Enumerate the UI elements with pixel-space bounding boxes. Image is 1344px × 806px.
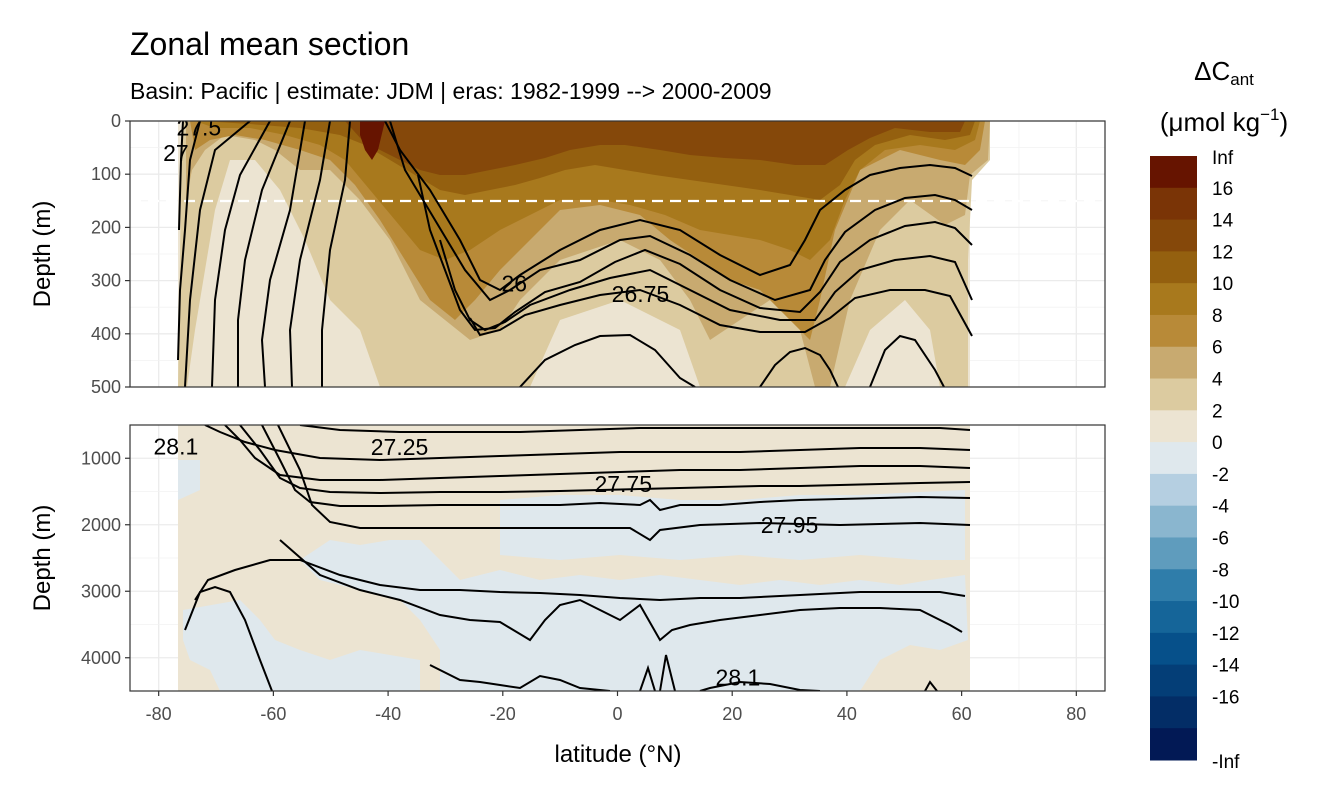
legend-color-step — [1150, 346, 1197, 380]
chart-subtitle: Basin: Pacific | estimate: JDM | eras: 1… — [130, 78, 772, 104]
legend-color-step — [1150, 632, 1197, 666]
contour-label: 28.1 — [153, 433, 198, 459]
lower-panel-field: 28.1 27.25 27.75 27.95 28.1 — [153, 425, 971, 691]
legend-label: 14 — [1212, 211, 1234, 232]
legend-label: 16 — [1212, 179, 1233, 200]
legend-label: 10 — [1212, 274, 1233, 295]
legend-color-step — [1150, 696, 1197, 729]
legend-color-step — [1150, 283, 1197, 316]
x-tick-label: 40 — [837, 704, 857, 724]
legend-labels: Inf 16 14 12 10 8 6 4 2 0 -2 -4 -6 -8 -10 -12 -14 -16 -Inf — [1212, 148, 1240, 773]
legend-label: 8 — [1212, 306, 1223, 327]
lower-field-negative-abyss-left — [183, 600, 420, 691]
legend-label: 4 — [1212, 370, 1223, 391]
legend-color-step — [1150, 728, 1197, 761]
lower-y-axis-ticks: 1000 2000 3000 4000 — [81, 448, 130, 668]
legend-color-step — [1150, 378, 1197, 411]
legend-label: -12 — [1212, 624, 1239, 645]
contour-label: 27.95 — [761, 512, 819, 538]
upper-field-positive-16 — [360, 121, 385, 160]
lower-y-axis-title: Depth (m) — [29, 505, 56, 612]
contour-label: 27 — [163, 140, 189, 166]
legend-label: -6 — [1212, 528, 1229, 549]
colorbar-legend: ΔCant (μmol kg−1) Inf 16 14 12 10 8 6 4 2 0 -2 -4 -6… — [1150, 56, 1288, 773]
upper-y-axis-title: Depth (m) — [29, 201, 56, 308]
legend-color-step — [1150, 664, 1197, 697]
upper-panel-isopycnals — [177, 121, 973, 387]
lower-panel: 28.1 27.25 27.75 27.95 28.1 — [129, 424, 1106, 692]
y-tick-label: 0 — [111, 111, 121, 131]
x-tick-label: -80 — [146, 704, 172, 724]
legend-color-step — [1150, 156, 1197, 189]
y-tick-label: 500 — [91, 377, 121, 397]
y-tick-label: 100 — [91, 164, 121, 184]
x-tick-label: -20 — [490, 704, 516, 724]
contour-label: 28.1 — [716, 665, 761, 691]
y-tick-label: 1000 — [81, 448, 121, 468]
legend-label: -Inf — [1212, 752, 1240, 773]
lower-contour-labels: 28.1 27.25 27.75 27.95 28.1 — [153, 433, 818, 690]
legend-color-step — [1150, 601, 1197, 634]
lower-field-negative-left — [178, 460, 200, 500]
y-tick-label: 4000 — [81, 648, 121, 668]
y-tick-label: 400 — [91, 324, 121, 344]
legend-label: -2 — [1212, 465, 1229, 486]
contour-label: 27.25 — [371, 434, 429, 460]
contour-label: 27.5 — [176, 114, 221, 140]
legend-label: Inf — [1212, 148, 1234, 169]
legend-color-step — [1150, 219, 1197, 252]
x-tick-label: 80 — [1066, 704, 1086, 724]
lower-field-negative-mid — [300, 540, 968, 691]
legend-color-step — [1150, 505, 1197, 538]
upper-panel-border — [129, 120, 1106, 388]
legend-color-step — [1150, 410, 1197, 443]
x-axis-title: latitude (°N) — [555, 741, 682, 768]
chart-title: Zonal mean section — [130, 26, 409, 62]
legend-label: 6 — [1212, 338, 1223, 359]
upper-field-positive-12 — [345, 121, 965, 175]
legend-color-step — [1150, 314, 1197, 348]
upper-y-axis-ticks: 0 100 200 300 400 500 — [91, 111, 130, 397]
y-tick-label: 3000 — [81, 581, 121, 601]
legend-colorbar — [1150, 156, 1197, 761]
legend-color-step — [1150, 473, 1197, 507]
legend-label: -10 — [1212, 592, 1239, 613]
x-tick-label: 0 — [612, 704, 622, 724]
legend-color-step — [1150, 251, 1197, 284]
x-tick-label: -60 — [260, 704, 286, 724]
legend-label: -16 — [1212, 687, 1239, 708]
legend-color-step — [1150, 537, 1197, 570]
x-tick-label: 60 — [952, 704, 972, 724]
contour-label: 27.75 — [594, 471, 652, 497]
x-tick-label: 20 — [722, 704, 742, 724]
legend-label: -14 — [1212, 656, 1240, 677]
contour-label: 26 — [501, 270, 527, 296]
legend-color-step — [1150, 187, 1197, 221]
lower-field-negative-deep — [500, 490, 965, 560]
x-axis-ticks: -80 -60 -40 -20 0 20 40 60 80 — [146, 691, 1086, 724]
x-tick-label: -40 — [375, 704, 401, 724]
y-tick-label: 200 — [91, 217, 121, 237]
y-tick-label: 300 — [91, 271, 121, 291]
legend-label: 0 — [1212, 433, 1223, 454]
legend-title: ΔCant — [1194, 56, 1254, 89]
contour-label: 26.75 — [612, 281, 670, 307]
y-tick-label: 2000 — [81, 515, 121, 535]
legend-color-step — [1150, 569, 1197, 602]
legend-label: -4 — [1212, 497, 1229, 518]
legend-color-step — [1150, 442, 1197, 475]
lower-panel-isopycnals — [184, 425, 971, 691]
legend-label: -8 — [1212, 560, 1229, 581]
legend-label: 2 — [1212, 401, 1223, 422]
legend-units: (μmol kg−1) — [1160, 105, 1288, 137]
legend-label: 12 — [1212, 242, 1233, 263]
